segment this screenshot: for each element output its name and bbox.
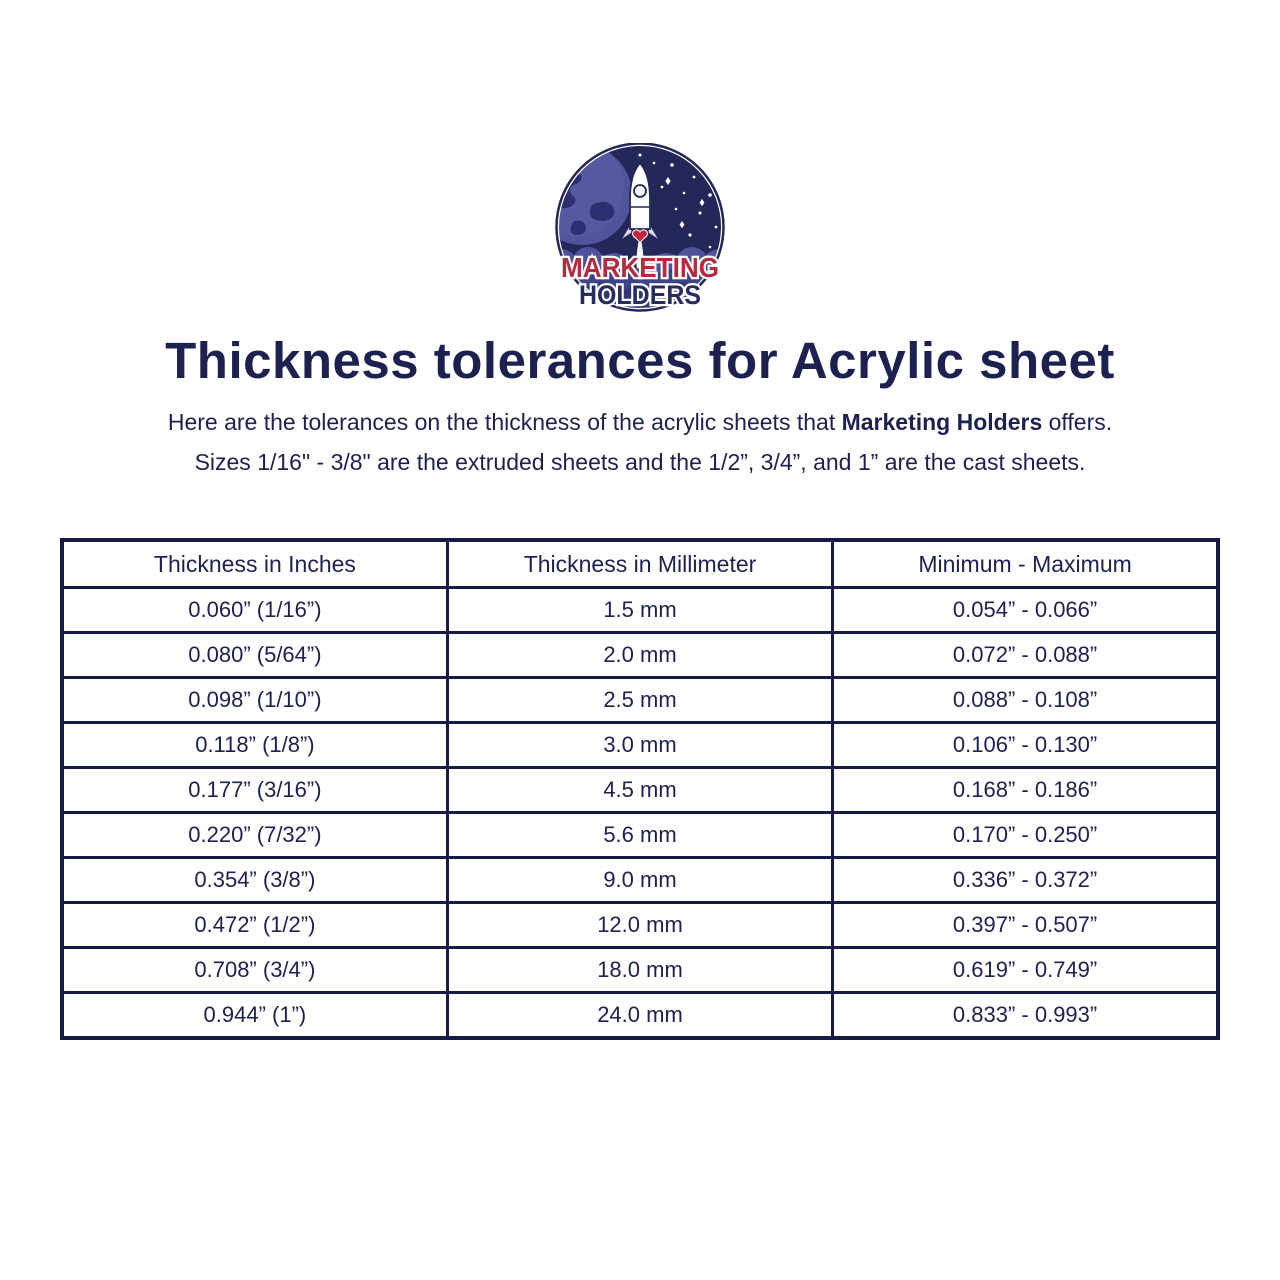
table-cell: 0.397” - 0.507” — [831, 901, 1220, 949]
header-thickness-inches: Thickness in Inches — [60, 538, 449, 589]
table-row: 0.220” (7/32”) 5.6 mm 0.170” - 0.250” — [60, 811, 1220, 859]
table-cell: 0.060” (1/16”) — [60, 586, 449, 634]
logo-emblem — [555, 143, 725, 312]
table-row: 0.098” (1/10”) 2.5 mm 0.088” - 0.108” — [60, 676, 1220, 724]
intro-line-1-suffix: offers. — [1042, 409, 1113, 435]
logo-holders-text: HOLDERS — [579, 280, 701, 310]
table-row: 0.060” (1/16”) 1.5 mm 0.054” - 0.066” — [60, 586, 1220, 634]
tolerance-table: Thickness in Inches Thickness in Millime… — [60, 538, 1220, 1040]
table-row: 0.177” (3/16”) 4.5 mm 0.168” - 0.186” — [60, 766, 1220, 814]
table-row: 0.944” (1”) 24.0 mm 0.833” - 0.993” — [60, 991, 1220, 1040]
table-cell: 0.118” (1/8”) — [60, 721, 449, 769]
table-cell: 0.170” - 0.250” — [831, 811, 1220, 859]
intro-line-1: Here are the tolerances on the thickness… — [40, 402, 1240, 442]
table-row: 0.472” (1/2”) 12.0 mm 0.397” - 0.507” — [60, 901, 1220, 949]
logo: MARKETING HOLDERS — [0, 0, 1280, 315]
table-header-row: Thickness in Inches Thickness in Millime… — [60, 538, 1220, 589]
table-row: 0.080” (5/64”) 2.0 mm 0.072” - 0.088” — [60, 631, 1220, 679]
logo-marketing-text: MARKETING — [561, 252, 719, 283]
table-cell: 24.0 mm — [445, 991, 835, 1040]
table-cell: 18.0 mm — [445, 946, 835, 994]
table-row: 0.354” (3/8”) 9.0 mm 0.336” - 0.372” — [60, 856, 1220, 904]
intro-line-2: Sizes 1/16" - 3/8" are the extruded shee… — [194, 449, 1086, 475]
intro-text: Here are the tolerances on the thickness… — [40, 402, 1240, 482]
table-cell: 0.336” - 0.372” — [831, 856, 1220, 904]
table-cell: 2.5 mm — [445, 676, 835, 724]
intro-line-1-prefix: Here are the tolerances on the thickness… — [167, 409, 842, 435]
table-row: 0.708” (3/4”) 18.0 mm 0.619” - 0.749” — [60, 946, 1220, 994]
table-cell: 0.472” (1/2”) — [60, 901, 449, 949]
table-cell: 2.0 mm — [445, 631, 835, 679]
table-cell: 0.106” - 0.130” — [831, 721, 1220, 769]
header-minimum-maximum: Minimum - Maximum — [831, 538, 1220, 589]
table-cell: 0.177” (3/16”) — [60, 766, 449, 814]
table-cell: 0.708” (3/4”) — [60, 946, 449, 994]
table-row: 0.118” (1/8”) 3.0 mm 0.106” - 0.130” — [60, 721, 1220, 769]
table-cell: 0.619” - 0.749” — [831, 946, 1220, 994]
table-cell: 5.6 mm — [445, 811, 835, 859]
table-cell: 0.168” - 0.186” — [831, 766, 1220, 814]
rocket-icon — [619, 161, 661, 245]
brand-name-bold: Marketing Holders — [841, 409, 1043, 435]
table-cell: 9.0 mm — [445, 856, 835, 904]
table-cell: 0.054” - 0.066” — [831, 586, 1220, 634]
table-cell: 0.220” (7/32”) — [60, 811, 449, 859]
table-cell: 1.5 mm — [445, 586, 835, 634]
table-cell: 0.833” - 0.993” — [831, 991, 1220, 1040]
table-cell: 0.354” (3/8”) — [60, 856, 449, 904]
table-cell: 12.0 mm — [445, 901, 835, 949]
table-cell: 0.088” - 0.108” — [831, 676, 1220, 724]
marketing-holders-logo: MARKETING HOLDERS — [555, 143, 725, 312]
table-cell: 0.098” (1/10”) — [60, 676, 449, 724]
header-thickness-millimeter: Thickness in Millimeter — [445, 538, 835, 589]
table-cell: 3.0 mm — [445, 721, 835, 769]
table-cell: 0.072” - 0.088” — [831, 631, 1220, 679]
page-title: Thickness tolerances for Acrylic sheet — [165, 332, 1115, 389]
table-cell: 4.5 mm — [445, 766, 835, 814]
table-cell: 0.080” (5/64”) — [60, 631, 449, 679]
table-cell: 0.944” (1”) — [60, 991, 449, 1040]
